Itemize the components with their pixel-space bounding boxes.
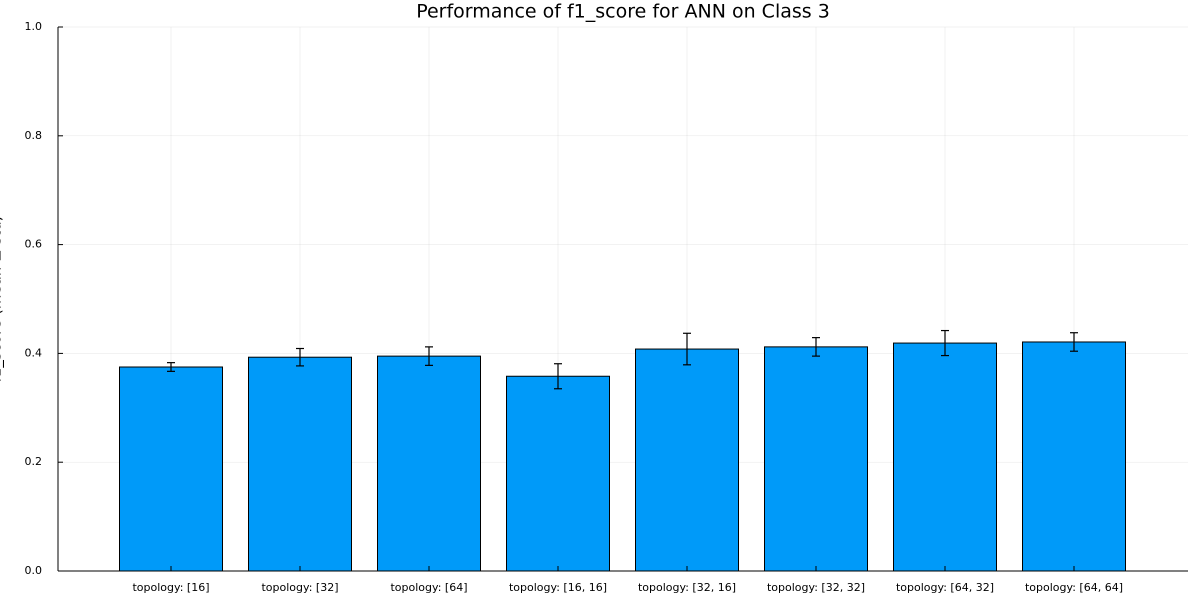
y-tick-label: 0.8 bbox=[25, 129, 43, 142]
x-tick-label: topology: [64, 64] bbox=[1025, 581, 1123, 594]
y-tick-label: 1.0 bbox=[25, 20, 43, 33]
x-tick-label: topology: [32] bbox=[261, 581, 338, 594]
x-tick-label: topology: [16] bbox=[132, 581, 209, 594]
bar bbox=[764, 346, 868, 572]
x-tick-label: topology: [32, 32] bbox=[767, 581, 865, 594]
y-axis-label: f1_score (mean ± std) bbox=[0, 216, 6, 383]
x-tick-label: topology: [16, 16] bbox=[509, 581, 607, 594]
y-tick-label: 0.6 bbox=[25, 238, 43, 251]
bar bbox=[635, 348, 739, 572]
y-tick-label: 0.2 bbox=[25, 455, 43, 468]
bar bbox=[119, 366, 223, 572]
bar bbox=[893, 342, 997, 572]
x-tick-label: topology: [64, 32] bbox=[896, 581, 994, 594]
chart-title: Performance of f1_score for ANN on Class… bbox=[416, 1, 830, 23]
bar bbox=[506, 375, 610, 572]
y-tick-label: 0.0 bbox=[25, 564, 43, 577]
y-tick-label: 0.4 bbox=[25, 346, 43, 359]
x-tick-label: topology: [32, 16] bbox=[638, 581, 736, 594]
bar bbox=[248, 356, 352, 572]
x-tick-label: topology: [64] bbox=[390, 581, 467, 594]
bar bbox=[377, 355, 481, 572]
bar bbox=[1022, 341, 1126, 572]
